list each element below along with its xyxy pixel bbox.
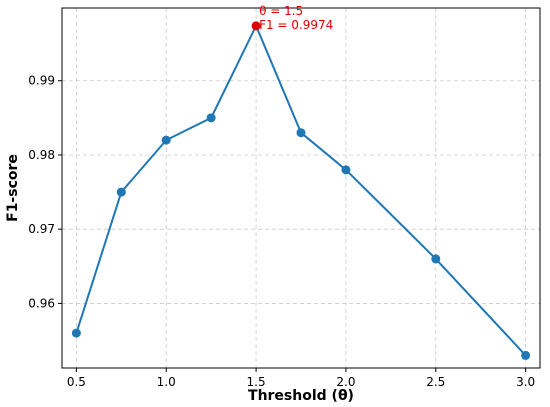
highlight-point bbox=[251, 21, 261, 31]
data-point-6 bbox=[341, 165, 351, 175]
data-point-8 bbox=[521, 350, 531, 360]
y-tick-label-3: 0.99 bbox=[28, 74, 55, 88]
annotation-layer: θ = 1.5 F1 = 0.9974 bbox=[259, 4, 333, 32]
x-tick-label-0: 0.5 bbox=[67, 375, 86, 389]
annotation-theta: θ = 1.5 bbox=[259, 4, 303, 18]
grid-layer bbox=[62, 8, 540, 368]
y-tick-label-0: 0.96 bbox=[28, 296, 55, 310]
data-point-1 bbox=[116, 187, 126, 197]
annotation-f1: F1 = 0.9974 bbox=[259, 18, 333, 32]
y-axis-label: F1-score bbox=[5, 154, 21, 222]
data-point-7 bbox=[431, 254, 441, 264]
ticks-layer: 0.5 1.0 1.5 2.0 2.5 3.0 0.96 0.97 0.98 0.99 bbox=[28, 74, 535, 389]
x-tick-label-4: 2.5 bbox=[426, 375, 445, 389]
x-tick-label-3: 2.0 bbox=[336, 375, 355, 389]
data-point-5 bbox=[296, 128, 306, 138]
data-point-2 bbox=[161, 135, 171, 145]
x-tick-label-1: 1.0 bbox=[157, 375, 176, 389]
y-tick-label-2: 0.98 bbox=[28, 148, 55, 162]
data-point-3 bbox=[206, 113, 216, 123]
x-tick-label-2: 1.5 bbox=[247, 375, 266, 389]
series-layer bbox=[71, 21, 531, 360]
x-tick-label-5: 3.0 bbox=[516, 375, 535, 389]
data-point-0 bbox=[71, 328, 81, 338]
series-line-0 bbox=[75, 23, 527, 357]
x-axis-label: Threshold (θ) bbox=[248, 388, 354, 404]
y-tick-label-1: 0.97 bbox=[28, 222, 55, 236]
plot-frame bbox=[61, 7, 541, 369]
